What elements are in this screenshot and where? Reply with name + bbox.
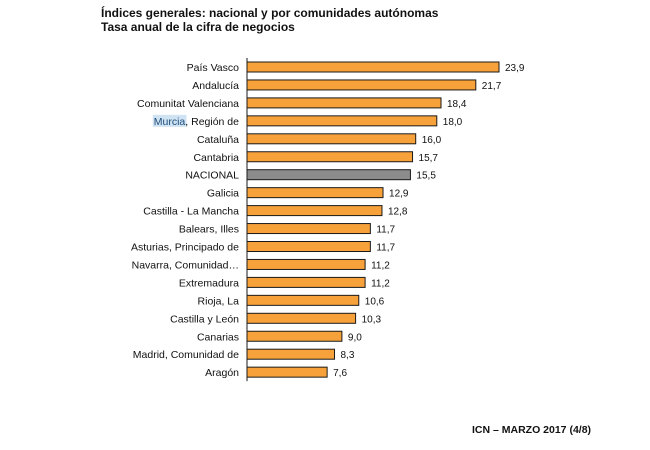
bar-comunitat-valenciana xyxy=(246,97,442,109)
value-label-comunitat-valenciana: 18,4 xyxy=(447,99,467,110)
value-label-asturias-principado-de: 11,7 xyxy=(376,243,395,254)
bar-castilla-y-leon xyxy=(246,312,357,324)
bar-aragon xyxy=(246,366,328,378)
value-label-galicia: 12,9 xyxy=(389,189,409,200)
category-label-asturias-principado-de: Asturias, Principado de xyxy=(131,242,239,254)
bar-canarias xyxy=(246,330,343,342)
bar-andalucia xyxy=(246,79,477,91)
bar-asturias-principado-de xyxy=(246,241,371,252)
selected-text: Murcia xyxy=(154,116,186,128)
category-label-aragon: Aragón xyxy=(205,367,239,379)
value-label-cantabria: 15,7 xyxy=(419,153,439,164)
value-label-extremadura: 11,2 xyxy=(371,278,390,289)
value-label-andalucia: 21,7 xyxy=(482,81,502,92)
category-label-pais-vasco: País Vasco xyxy=(187,62,239,74)
bar-balears-illes xyxy=(246,223,371,235)
category-label-extremadura: Extremadura xyxy=(179,277,239,289)
category-label-canarias: Canarias xyxy=(197,331,239,343)
category-label-castilla-y-leon: Castilla y León xyxy=(170,313,239,325)
category-label-murcia-region-de: Murcia, Región de xyxy=(154,116,239,128)
category-label-comunitat-valenciana: Comunitat Valenciana xyxy=(137,98,239,110)
value-label-aragon: 7,6 xyxy=(333,368,347,379)
category-label-rioja-la: Rioja, La xyxy=(198,295,240,307)
bars xyxy=(246,61,500,378)
bar-extremadura xyxy=(246,276,366,288)
value-label-madrid-comunidad-de: 8,3 xyxy=(341,350,355,361)
text-selection-highlight xyxy=(152,114,187,127)
chart-subtitle: Tasa anual de la cifra de negocios xyxy=(101,20,295,34)
category-label-castilla-la-mancha: Castilla - La Mancha xyxy=(143,206,239,218)
category-label-madrid-comunidad-de: Madrid, Comunidad de xyxy=(133,349,239,361)
bar-murcia-region-de xyxy=(246,115,438,127)
page-footer: ICN – MARZO 2017 (4/8) xyxy=(472,424,592,436)
bar-navarra-comunidad xyxy=(246,258,366,270)
bar-pais-vasco xyxy=(246,61,500,73)
value-label-balears-illes: 11,7 xyxy=(376,225,395,236)
category-labels: País Vasco Andalucía Comunitat Valenciana M… xyxy=(131,62,239,379)
bar-nacional xyxy=(246,169,411,181)
chart-title: Índices generales: nacional y por comuni… xyxy=(101,6,439,20)
category-label-nacional: NACIONAL xyxy=(185,170,239,182)
bar-castilla-la-mancha xyxy=(246,205,383,217)
value-label-nacional: 15,5 xyxy=(416,171,436,182)
value-label-murcia-region-de: 18,0 xyxy=(443,117,463,128)
value-label-castilla-y-leon: 10,3 xyxy=(362,314,382,325)
category-label-galicia: Galicia xyxy=(207,188,239,200)
bar-cantabria xyxy=(246,151,414,163)
category-label-cantabria: Cantabria xyxy=(193,152,239,164)
category-label-cataluna: Cataluña xyxy=(197,134,239,146)
bar-galicia xyxy=(246,187,384,199)
bar-cataluna xyxy=(246,133,417,145)
value-label-castilla-la-mancha: 12,8 xyxy=(388,207,408,218)
value-labels: 23,921,7 18,4 18,016,0 15,7 15,5 12,9 12,8 11,7… xyxy=(333,63,525,379)
value-label-canarias: 9,0 xyxy=(348,332,362,343)
value-label-cataluna: 16,0 xyxy=(422,135,442,146)
category-label-balears-illes: Balears, Illes xyxy=(179,224,239,236)
value-label-pais-vasco: 23,9 xyxy=(505,63,525,74)
bar-rioja-la xyxy=(246,294,360,306)
category-label-navarra-comunidad: Navarra, Comunidad… xyxy=(132,259,239,271)
bar-madrid-comunidad-de xyxy=(246,348,336,360)
category-label-andalucia: Andalucía xyxy=(192,80,239,92)
value-label-rioja-la: 10,6 xyxy=(365,296,385,307)
value-label-navarra-comunidad: 11,2 xyxy=(371,260,390,271)
